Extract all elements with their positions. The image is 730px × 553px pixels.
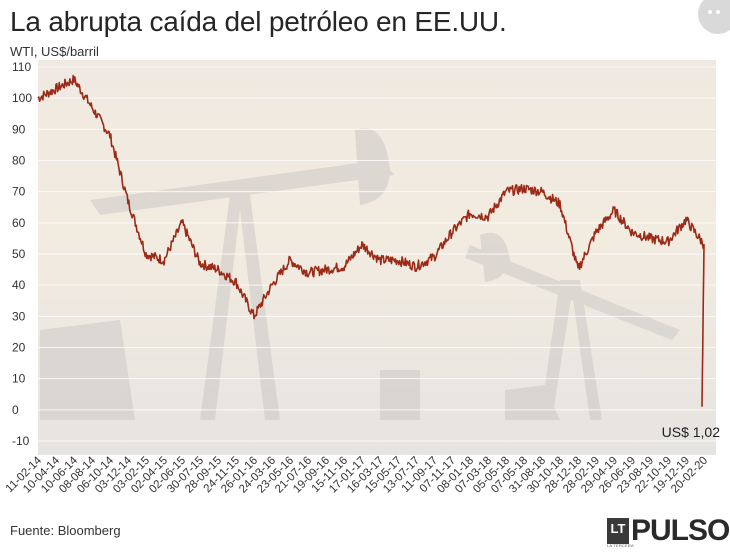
pumpjack-beam bbox=[90, 160, 395, 215]
y-tick-label: 20 bbox=[12, 341, 26, 355]
wti-price-line bbox=[37, 74, 705, 407]
pumpjack-silhouette-decoration bbox=[40, 128, 680, 420]
menu-dot-icon bbox=[708, 10, 712, 14]
y-tick-label: 40 bbox=[12, 278, 26, 292]
y-tick-label: 110 bbox=[12, 60, 31, 74]
pumpjack-head bbox=[355, 128, 390, 205]
y-tick-label: 90 bbox=[12, 122, 26, 136]
pumpjack-frame bbox=[200, 195, 280, 420]
y-tick-label: 80 bbox=[12, 154, 26, 168]
source-note: Fuente: Bloomberg bbox=[10, 523, 121, 538]
y-tick-label: 10 bbox=[12, 372, 26, 386]
logo-wordmark: PULSO bbox=[631, 514, 730, 547]
last-value-annotation: US$ 1,02 bbox=[662, 424, 721, 440]
y-axis-ticks: -10 0 10 20 30 40 50 60 70 80 90 100 110 bbox=[12, 60, 32, 448]
oil-price-chart: -10 0 10 20 30 40 50 60 70 80 90 100 110 11-02-1410-… bbox=[4, 60, 721, 496]
pulso-logo[interactable]: LT PULSO LA TERCERA bbox=[607, 515, 730, 548]
menu-dot-icon bbox=[716, 10, 720, 14]
y-tick-label: -10 bbox=[12, 434, 30, 448]
chart-title: La abrupta caída del petróleo en EE.UU. bbox=[10, 6, 507, 37]
y-tick-label: 100 bbox=[12, 91, 32, 105]
pumpjack-base bbox=[40, 320, 135, 420]
tank-2 bbox=[505, 385, 560, 420]
y-tick-label: 30 bbox=[12, 309, 26, 323]
logo-mark: LT bbox=[607, 518, 629, 544]
chart-subtitle: WTI, US$/barril bbox=[10, 44, 99, 59]
tank bbox=[380, 370, 420, 420]
chart-menu-button[interactable] bbox=[698, 0, 730, 34]
y-tick-label: 50 bbox=[12, 247, 26, 261]
pumpjack-frame-2 bbox=[540, 280, 602, 420]
pumpjack-head-2 bbox=[480, 232, 510, 282]
x-axis-ticks: 11-02-1410-04-1410-06-1408-08-1406-10-14… bbox=[4, 454, 710, 495]
y-tick-label: 0 bbox=[12, 403, 19, 417]
y-tick-label: 70 bbox=[12, 185, 26, 199]
logo-tagline: LA TERCERA bbox=[607, 543, 634, 548]
y-tick-label: 60 bbox=[12, 216, 26, 230]
